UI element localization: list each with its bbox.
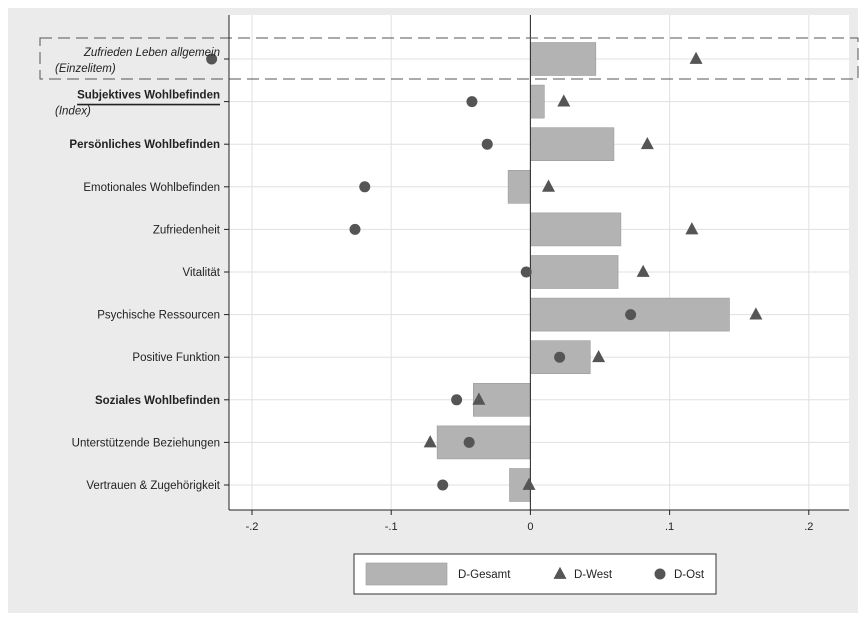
- category-labels: Zufrieden Leben allgemein (Einzelitem) Sub…: [55, 47, 221, 492]
- category-label: Emotionales Wohlbefinden: [83, 182, 220, 194]
- x-tick-label: -.2: [246, 521, 259, 533]
- x-tick-label: .1: [665, 521, 674, 533]
- point-d-west: [640, 136, 654, 150]
- point-d-west: [636, 264, 650, 277]
- category-sublabel: (Einzelitem): [55, 63, 116, 75]
- category-label: Psychische Ressourcen: [97, 310, 220, 322]
- legend-swatch-triangle: [553, 566, 567, 579]
- category-label: Zufriedenheit: [153, 224, 221, 236]
- marker-series: [206, 51, 763, 491]
- category-label: Soziales Wohlbefinden: [95, 395, 220, 407]
- category-label: Positive Funktion: [132, 352, 220, 364]
- point-d-west: [472, 392, 486, 405]
- bar-d-gesamt: [530, 212, 622, 247]
- category-label: Vitalität: [182, 267, 220, 279]
- point-d-west: [557, 94, 571, 107]
- bar-d-gesamt: [530, 84, 545, 119]
- bar-d-gesamt: [530, 42, 597, 76]
- x-tick-label: .2: [804, 521, 813, 533]
- point-d-ost: [451, 394, 463, 406]
- point-d-west: [592, 349, 606, 363]
- legend-swatch-bar: [365, 562, 448, 586]
- point-d-ost: [206, 53, 218, 65]
- point-d-ost: [554, 351, 566, 363]
- bar-series: [436, 42, 730, 502]
- category-label: Persönliches Wohlbefinden: [69, 139, 220, 151]
- highlight-box: [39, 37, 859, 80]
- point-d-west: [685, 222, 699, 235]
- point-d-ost: [349, 223, 361, 235]
- category-label: Unterstützende Beziehungen: [72, 437, 220, 449]
- bar-d-gesamt: [436, 425, 531, 460]
- point-d-ost: [437, 479, 449, 491]
- point-d-west: [749, 307, 763, 320]
- bar-d-gesamt: [530, 127, 615, 161]
- legend-label: D-Ost: [674, 569, 705, 581]
- category-label: Subjektives Wohlbefinden: [77, 90, 220, 102]
- legend-label: D-West: [574, 569, 613, 581]
- bar-d-gesamt: [507, 170, 531, 204]
- category-sublabel: (Index): [55, 106, 91, 118]
- legend-label: D-Gesamt: [458, 569, 511, 581]
- point-d-west: [541, 179, 555, 192]
- x-tick-label: 0: [527, 521, 533, 533]
- bar-d-gesamt: [473, 382, 531, 417]
- point-d-ost: [359, 181, 371, 193]
- category-label: Zufrieden Leben allgemein: [83, 47, 220, 59]
- point-d-ost: [625, 309, 637, 321]
- x-tick-label: -.1: [385, 521, 398, 533]
- point-d-ost: [520, 266, 532, 278]
- axes: -.2 -.1 0 .1 .2: [224, 15, 849, 533]
- point-d-west: [423, 435, 437, 448]
- point-d-ost: [463, 436, 475, 448]
- bar-d-gesamt: [530, 255, 619, 289]
- point-d-ost: [466, 96, 478, 108]
- category-label: Vertrauen & Zugehörigkeit: [86, 480, 220, 492]
- point-d-west: [689, 51, 703, 64]
- legend: D-Gesamt D-West D-Ost: [353, 553, 717, 595]
- point-d-ost: [481, 138, 493, 150]
- highlight-box-layer: [39, 37, 859, 80]
- legend-swatch-circle: [654, 568, 666, 580]
- point-d-west: [522, 477, 536, 490]
